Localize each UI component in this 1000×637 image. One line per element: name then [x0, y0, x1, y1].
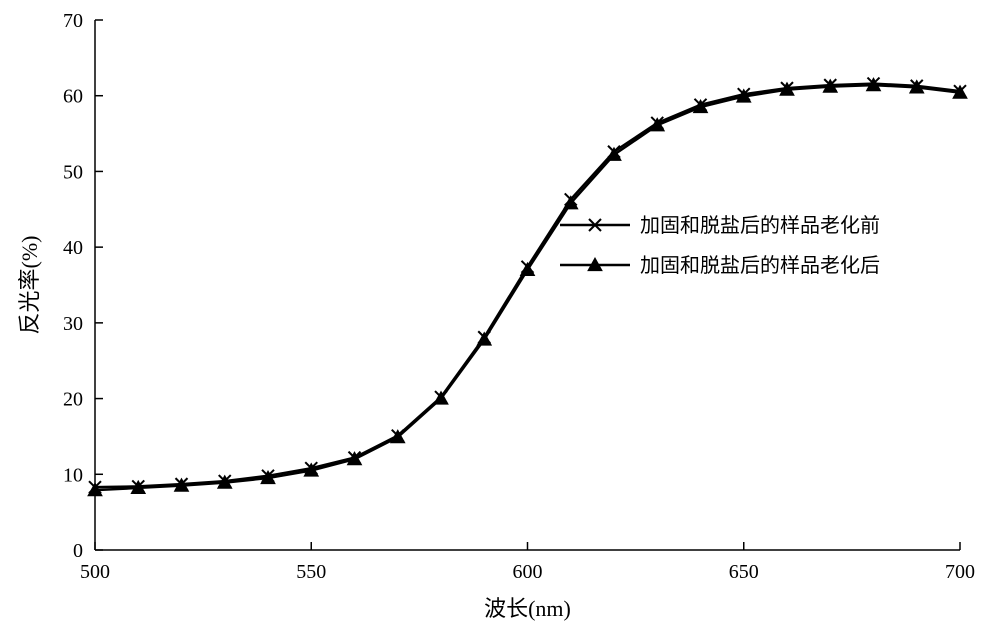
y-tick-label: 30	[63, 313, 83, 335]
y-tick-label: 40	[63, 237, 83, 259]
y-axis-title: 反光率(%)	[17, 236, 42, 335]
y-tick-label: 70	[63, 10, 83, 32]
x-tick-label: 500	[80, 561, 110, 583]
x-axis-title: 波长(nm)	[484, 596, 571, 621]
chart-container: 500 550 600 650 700 0 10 20 30 40 50 60 70 波长(nm) 反光率(…	[0, 0, 1000, 637]
y-tick-label: 0	[73, 540, 83, 562]
y-tick-label: 10	[63, 464, 83, 486]
x-tick-label: 550	[296, 561, 326, 583]
x-tick-label: 650	[729, 561, 759, 583]
y-tick-label: 20	[63, 389, 83, 411]
legend-item-label: 加固和脱盐后的样品老化后	[640, 254, 880, 277]
reflectance-line-chart: 500 550 600 650 700 0 10 20 30 40 50 60 70 波长(nm) 反光率(…	[0, 0, 1000, 637]
x-tick-label: 600	[513, 561, 543, 583]
y-tick-label: 60	[63, 86, 83, 108]
y-tick-label: 50	[63, 161, 83, 183]
x-tick-label: 700	[945, 561, 975, 583]
plot-background	[0, 0, 1000, 637]
legend-item-label: 加固和脱盐后的样品老化前	[640, 214, 880, 237]
